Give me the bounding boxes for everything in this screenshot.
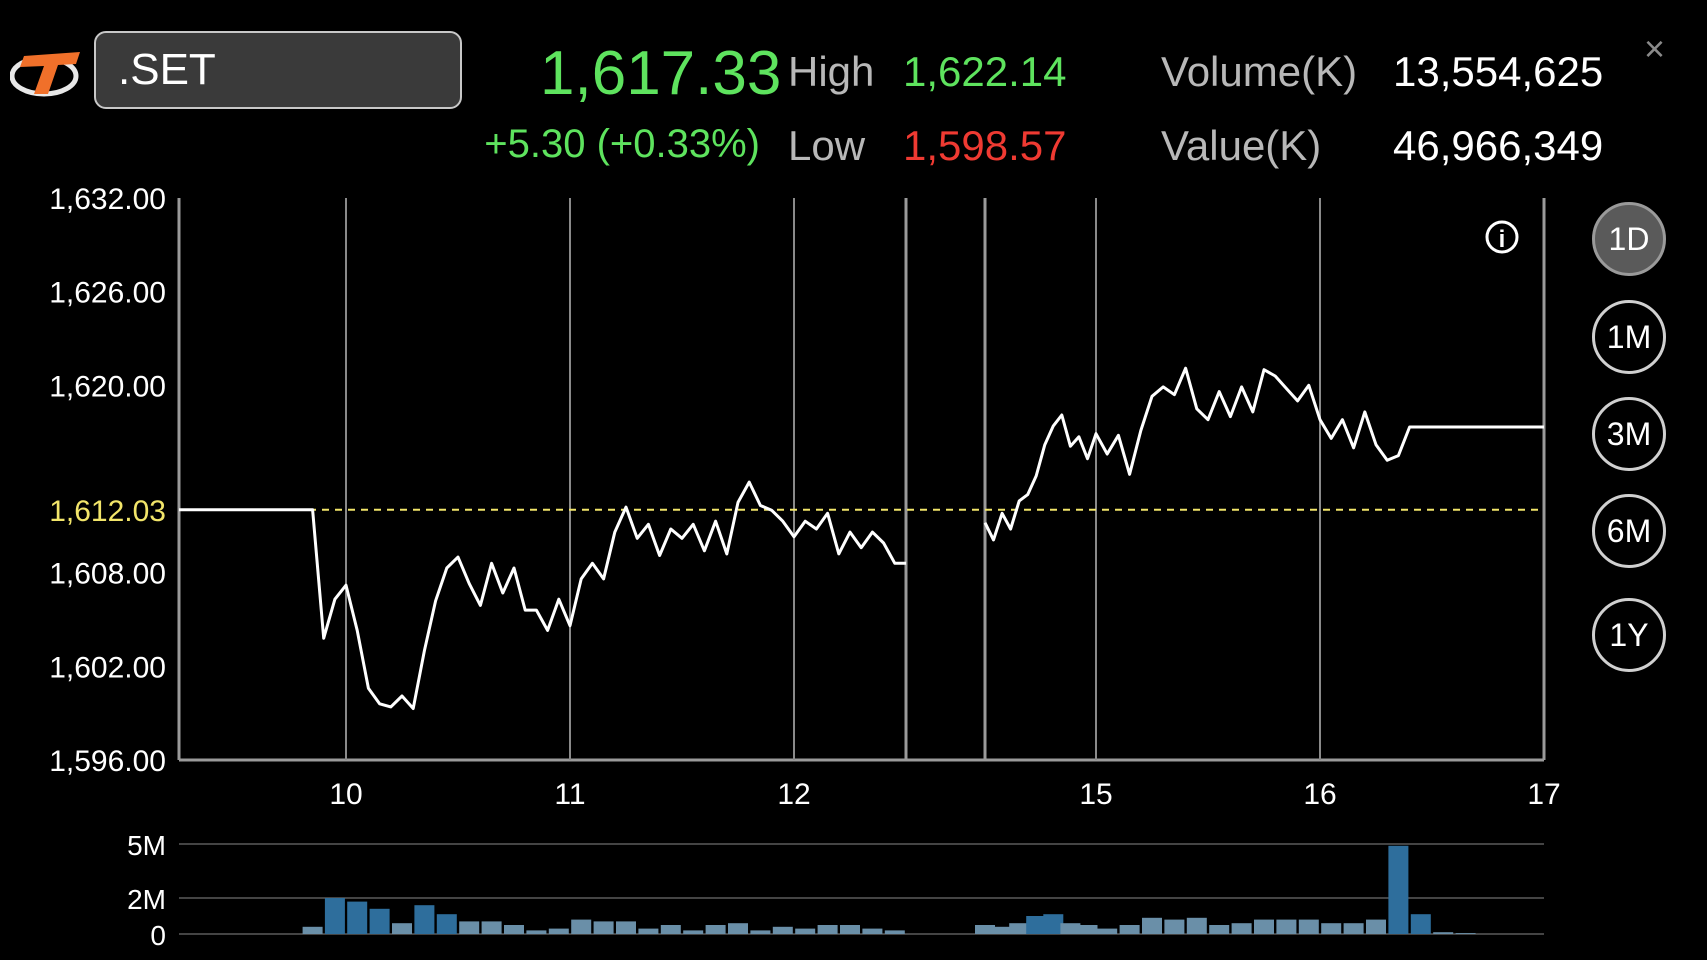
volume-bar [459, 921, 480, 934]
volume-bar [414, 905, 435, 934]
high-label: High [788, 48, 875, 95]
volume-bar [1298, 919, 1319, 934]
volume-bar [436, 914, 457, 934]
volume-bar [1186, 917, 1207, 934]
volume-y-tick-label: 2M [127, 884, 166, 915]
volume-bar [1209, 925, 1230, 934]
app-logo-icon [10, 52, 80, 97]
period-button-6m[interactable]: 6M [1592, 494, 1666, 568]
price-line-afternoon [983, 366, 1544, 542]
volume-bar [1366, 919, 1386, 934]
close-icon[interactable]: × [1644, 28, 1666, 69]
volume-bar [975, 925, 995, 934]
x-tick-label: 12 [777, 778, 810, 811]
volume-y-tick-label: 5M [127, 830, 166, 861]
volume-value: 13,554,625 [1393, 48, 1604, 95]
period-button-1d[interactable]: 1D [1592, 202, 1666, 276]
volume-bar [884, 930, 905, 934]
y-tick-label: 1,608.00 [49, 558, 166, 591]
volume-bar [683, 930, 704, 934]
volume-bar [728, 923, 748, 934]
period-button-1m[interactable]: 1M [1592, 300, 1666, 374]
volume-bar [795, 928, 816, 934]
volume-bar [1433, 932, 1454, 934]
volume-bar [638, 928, 659, 934]
volume-bar [705, 925, 726, 934]
volume-y-tick-label: 0 [150, 920, 166, 951]
y-tick-label: 1,612.03 [49, 495, 166, 528]
volume-bar [1321, 923, 1342, 934]
volume-bar [347, 901, 368, 934]
volume-bar [324, 898, 345, 934]
volume-bar [1343, 923, 1364, 934]
y-tick-label: 1,620.00 [49, 370, 166, 403]
price-change: +5.30 (+0.33%) [484, 122, 760, 166]
x-tick-label: 11 [554, 778, 585, 811]
x-tick-label: 15 [1079, 778, 1112, 811]
value-value: 46,966,349 [1393, 122, 1604, 169]
volume-bar [817, 925, 838, 934]
volume-bar [1060, 923, 1081, 934]
volume-bar [1077, 925, 1098, 934]
volume-bar [302, 926, 323, 934]
period-button-3m[interactable]: 3M [1592, 397, 1666, 471]
volume-bar [571, 919, 592, 934]
symbol-input[interactable]: .SET [94, 31, 462, 109]
volume-bar [481, 921, 502, 934]
y-tick-label: 1,602.00 [49, 651, 166, 684]
value-label: Value(K) [1161, 122, 1322, 169]
low-value: 1,598.57 [903, 122, 1067, 169]
volume-bar [750, 930, 771, 934]
info-icon: i [1499, 226, 1506, 253]
volume-bar [616, 921, 636, 934]
info-icon [1485, 220, 1519, 254]
volume-bar [1164, 919, 1185, 934]
volume-bar [1276, 919, 1297, 934]
volume-bar [1097, 928, 1118, 934]
volume-bar [1142, 917, 1162, 934]
volume-bar [593, 921, 614, 934]
x-tick-label: 10 [329, 778, 362, 811]
volume-bar [1410, 914, 1431, 934]
volume-bar [660, 925, 681, 934]
y-tick-label: 1,596.00 [49, 745, 166, 778]
volume-bar [504, 925, 524, 934]
volume-bar [548, 928, 569, 934]
volume-bar [526, 930, 547, 934]
volume-bar [992, 926, 1013, 934]
x-tick-label: 16 [1303, 778, 1336, 811]
volume-bar [1009, 923, 1030, 934]
price-line-morning [179, 480, 906, 710]
volume-bar [1388, 845, 1409, 934]
x-tick-label: 17 [1527, 778, 1560, 811]
volume-bar [1455, 933, 1476, 934]
last-price: 1,617.33 [540, 39, 782, 108]
volume-bar [369, 908, 390, 934]
volume-bar [1119, 925, 1140, 934]
volume-bar [840, 925, 860, 934]
volume-bar [772, 926, 793, 934]
volume-label: Volume(K) [1161, 48, 1358, 95]
volume-bar [1254, 919, 1274, 934]
volume-bar [1026, 916, 1047, 934]
volume-bar [1043, 914, 1064, 934]
period-button-1y[interactable]: 1Y [1592, 598, 1666, 672]
low-label: Low [788, 122, 866, 169]
y-tick-label: 1,626.00 [49, 277, 166, 310]
volume-bar [392, 923, 412, 934]
volume-bar [1231, 923, 1252, 934]
y-tick-label: 1,632.00 [49, 183, 166, 216]
volume-bar [862, 928, 883, 934]
high-value: 1,622.14 [903, 48, 1067, 95]
